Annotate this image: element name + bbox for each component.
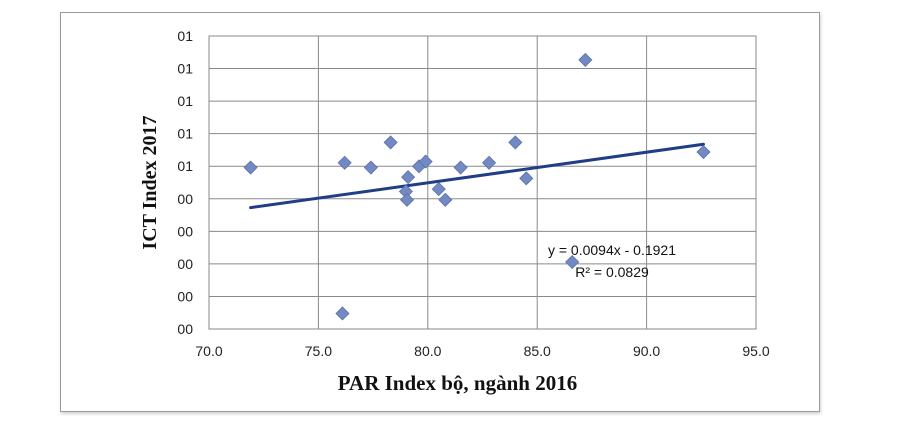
trendline-group	[249, 142, 705, 210]
y-axis-title: ICT Index 2017	[139, 115, 161, 249]
data-point	[453, 160, 468, 175]
y-tick-label: 01	[177, 28, 193, 44]
y-tick-label: 01	[177, 61, 193, 77]
y-tick-label: 00	[177, 288, 193, 304]
data-point	[399, 192, 415, 207]
x-tick-label: 95.0	[742, 343, 769, 359]
gridlines	[208, 35, 757, 330]
data-point	[243, 160, 258, 175]
data-point	[431, 182, 446, 197]
trendline-r-squared: R² = 0.0829	[575, 264, 649, 280]
data-point	[335, 306, 350, 321]
data-point	[438, 192, 453, 207]
data-points	[243, 52, 711, 321]
x-tick-label: 80.0	[414, 343, 441, 359]
y-tick-label: 01	[177, 126, 193, 142]
y-tick-label: 00	[177, 223, 193, 239]
data-point	[565, 254, 580, 270]
chart-frame: 00 00 00 00 00 01 01 01 01 01 70.0 75.0 80.0 85.0 90.…	[60, 12, 820, 412]
trendline-equation: y = 0.0094x - 0.1921	[548, 242, 676, 258]
plot-area	[208, 35, 757, 330]
x-tick-label: 85.0	[524, 343, 551, 359]
x-tick-label: 75.0	[305, 343, 332, 359]
x-tick-label: 70.0	[195, 343, 222, 359]
data-point	[508, 135, 523, 150]
x-tick-labels: 70.0 75.0 80.0 85.0 90.0 95.0	[195, 343, 769, 359]
y-tick-label: 00	[177, 321, 193, 337]
y-tick-label: 00	[177, 256, 193, 272]
data-point	[383, 135, 398, 150]
x-tick-label: 90.0	[633, 343, 660, 359]
data-point	[578, 52, 593, 67]
y-tick-labels: 00 00 00 00 00 01 01 01 01 01	[177, 28, 193, 337]
trendline	[249, 142, 705, 210]
data-point	[418, 154, 433, 169]
x-axis-title: PAR Index bộ, ngành 2016	[338, 371, 577, 395]
data-point	[401, 170, 416, 185]
data-point	[363, 160, 378, 175]
data-point	[696, 144, 711, 160]
y-tick-label: 01	[177, 158, 193, 174]
data-point	[481, 155, 497, 170]
y-tick-label: 01	[177, 93, 193, 109]
data-point	[337, 155, 352, 170]
scatter-chart: 00 00 00 00 00 01 01 01 01 01 70.0 75.0 80.0 85.0 90.…	[139, 28, 770, 395]
data-point	[519, 171, 534, 186]
y-tick-label: 00	[177, 191, 193, 207]
